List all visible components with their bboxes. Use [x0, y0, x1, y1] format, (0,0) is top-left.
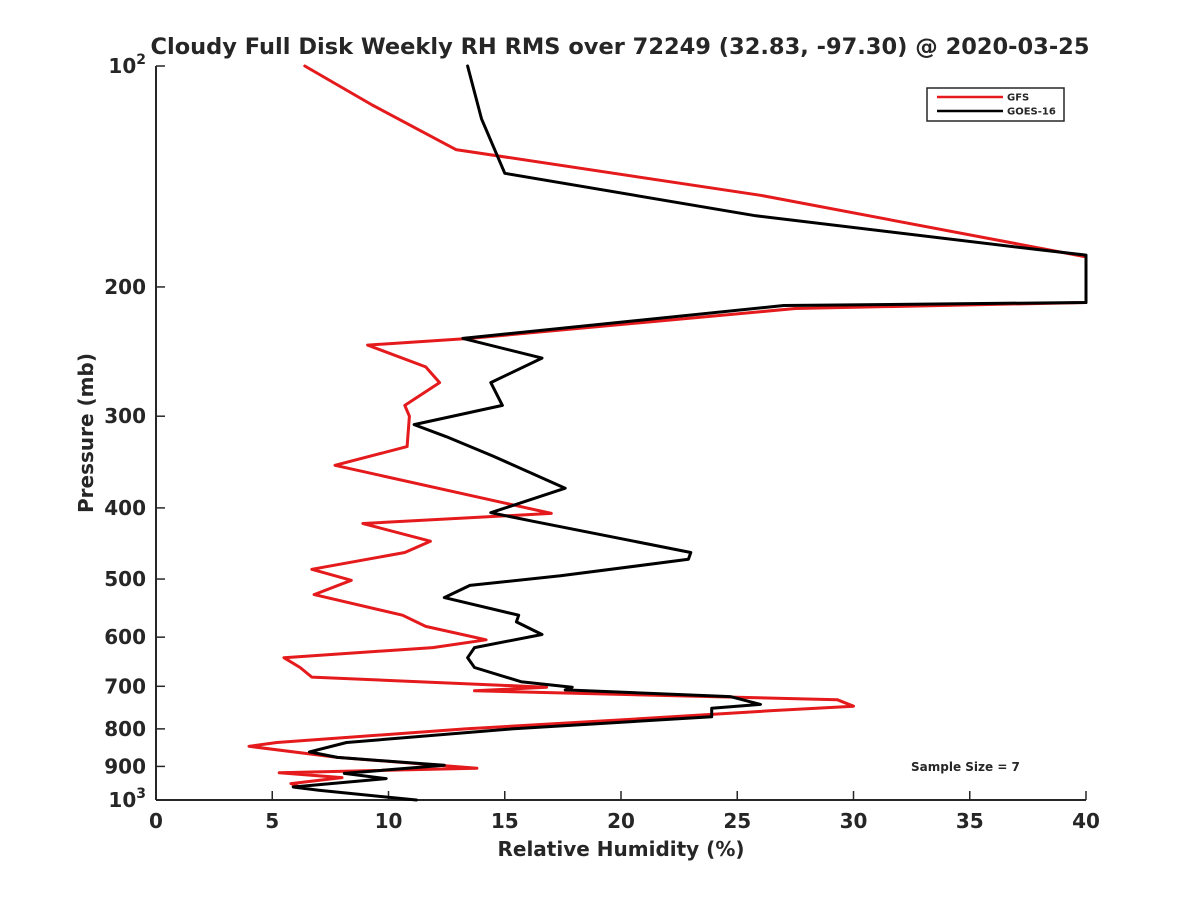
y-tick-label-exponent: 3	[136, 786, 146, 802]
y-tick-label-base: 10	[108, 788, 136, 812]
legend-label-gfs: GFS	[1007, 93, 1029, 104]
y-tick-label-base: 800	[104, 717, 146, 741]
y-tick-label: 900	[104, 754, 146, 778]
legend-box	[926, 87, 1065, 122]
y-tick-label: 500	[104, 567, 146, 591]
y-tick-label-exponent: 2	[136, 52, 146, 68]
y-tick-label: 400	[104, 496, 146, 520]
y-tick-label-base: 300	[104, 404, 146, 428]
x-tick-label: 30	[840, 809, 868, 833]
y-tick-label: 103	[108, 786, 146, 812]
x-tick-label: 15	[491, 809, 519, 833]
y-tick-label: 600	[104, 625, 146, 649]
x-tick-label: 20	[607, 809, 635, 833]
x-tick-group: 0 5 10 15 20 25 30 35 40	[149, 791, 1100, 833]
chart-title: Cloudy Full Disk Weekly RH RMS over 7224…	[150, 34, 1089, 60]
series-layer	[247, 64, 1088, 802]
y-axis-label: Pressure (mb)	[74, 353, 98, 513]
y-tick-label-base: 900	[104, 754, 146, 778]
y-tick-label: 700	[104, 674, 146, 698]
x-tick-label: 25	[723, 809, 751, 833]
y-tick-label-base: 500	[104, 567, 146, 591]
x-tick-label: 10	[375, 809, 403, 833]
y-tick-label-base: 600	[104, 625, 146, 649]
y-tick-label-base: 10	[108, 54, 136, 78]
y-tick-label: 102	[108, 52, 146, 78]
y-tick-label-base: 700	[104, 674, 146, 698]
legend: GFS GOES-16	[926, 87, 1065, 122]
x-tick-label: 40	[1072, 809, 1100, 833]
y-tick-label-base: 400	[104, 496, 146, 520]
y-tick-label-base: 200	[104, 275, 146, 299]
x-tick-label: 5	[265, 809, 279, 833]
y-tick-label: 800	[104, 717, 146, 741]
legend-label-goes-16: GOES-16	[1007, 107, 1056, 118]
x-tick-label: 35	[956, 809, 984, 833]
series-line-goes-16	[291, 64, 1088, 802]
sample-size-annotation: Sample Size = 7	[911, 760, 1020, 774]
y-tick-label: 200	[104, 275, 146, 299]
x-tick-label: 0	[149, 809, 163, 833]
x-axis-label: Relative Humidity (%)	[497, 837, 744, 861]
y-tick-label: 300	[104, 404, 146, 428]
series-line-gfs	[247, 64, 1088, 791]
